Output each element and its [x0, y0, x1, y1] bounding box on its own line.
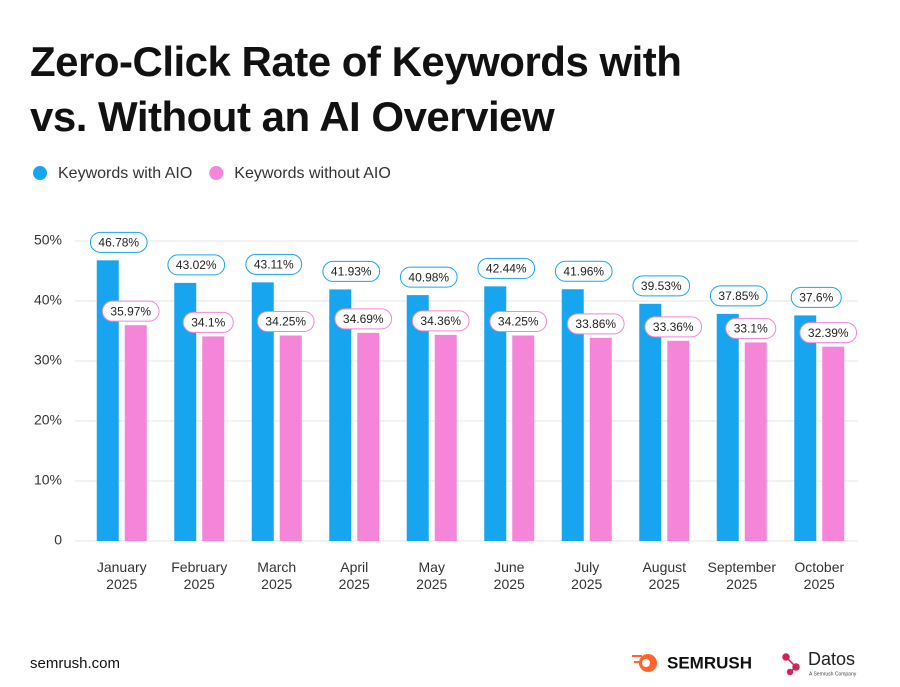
value-label-box — [489, 311, 548, 332]
legend-swatch — [33, 166, 47, 180]
x-tick-label: April 2025 — [339, 559, 370, 592]
value-label-box — [709, 285, 768, 307]
value-label: 43.02% — [176, 258, 217, 272]
bar — [406, 295, 429, 541]
bar — [251, 282, 274, 541]
semrush-icon — [632, 654, 657, 672]
value-label-box — [411, 310, 470, 332]
bar — [357, 332, 380, 541]
value-label: 32.39% — [808, 326, 849, 340]
value-label-box — [245, 253, 303, 275]
legend-label: Keywords with AIO — [58, 165, 192, 182]
legend-swatch — [209, 166, 224, 180]
value-label-box — [790, 286, 842, 308]
bar — [667, 340, 690, 541]
value-label: 37.85% — [718, 289, 759, 303]
source: semrush.com — [30, 655, 120, 672]
x-tick-label: October 2025 — [794, 559, 844, 592]
value-label-box — [256, 311, 315, 332]
value-label: 33.1% — [734, 322, 768, 336]
value-label-box — [632, 275, 691, 297]
value-label: 34.69% — [343, 312, 384, 326]
value-label-box — [554, 260, 613, 282]
value-label: 37.6% — [799, 291, 833, 305]
bar — [716, 313, 739, 541]
value-label-box — [182, 311, 234, 333]
datos-icon — [782, 653, 800, 676]
value-label-box — [477, 257, 536, 279]
y-tick-label: 10% — [34, 472, 62, 488]
y-tick-label: 40% — [34, 292, 62, 308]
x-tick-label: June 2025 — [494, 559, 525, 592]
chart-title: Zero-Click Rate of Keywords with — [30, 38, 681, 85]
value-label: 46.78% — [98, 235, 139, 249]
value-label: 34.36% — [420, 314, 461, 328]
bar — [794, 315, 817, 541]
value-label: 43.11% — [254, 258, 294, 272]
value-label-box — [799, 322, 858, 344]
y-tick-label: 20% — [34, 412, 62, 428]
value-label-box — [167, 254, 226, 276]
value-label-box — [322, 260, 381, 282]
bar — [279, 335, 302, 541]
value-label-box — [399, 266, 458, 288]
value-label-box — [89, 231, 148, 253]
value-label-box — [644, 316, 703, 338]
y-tick-label: 50% — [34, 232, 62, 248]
value-label-box — [566, 313, 625, 335]
datos-tagline: A Semrush Company — [809, 671, 857, 677]
value-label: 39.53% — [641, 279, 682, 293]
value-label-box — [101, 300, 160, 322]
value-label: 35.97% — [110, 304, 151, 318]
value-label: 40.98% — [408, 270, 449, 284]
bar — [202, 336, 225, 541]
y-tick-label: 30% — [34, 352, 62, 368]
bar — [561, 289, 584, 541]
x-tick-label: September 2025 — [708, 559, 777, 592]
chart-title: vs. Without an AI Overview — [30, 93, 555, 140]
x-tick-label: January 2025 — [97, 559, 147, 592]
bar — [744, 342, 767, 541]
value-label: 33.86% — [575, 317, 616, 331]
value-label: 33.36% — [653, 320, 694, 334]
value-label: 41.93% — [331, 265, 372, 279]
bar — [484, 286, 507, 541]
y-tick-label: 0 — [54, 532, 62, 548]
value-label-box — [725, 317, 777, 339]
x-tick-label: May 2025 — [416, 559, 447, 592]
bar — [512, 335, 535, 541]
legend-label: Keywords without AIO — [234, 165, 391, 182]
x-tick-label: February 2025 — [171, 559, 227, 592]
bar — [434, 334, 457, 541]
value-label: 34.25% — [265, 315, 306, 329]
bar — [329, 289, 352, 541]
datos-logo: Datos — [808, 649, 855, 669]
x-tick-label: August 2025 — [642, 559, 686, 592]
bar — [589, 337, 612, 541]
bar — [822, 346, 845, 541]
value-label-box — [334, 308, 393, 330]
value-label: 41.96% — [563, 264, 604, 278]
x-tick-label: July 2025 — [571, 559, 602, 592]
bar — [174, 282, 197, 541]
value-label: 42.44% — [486, 262, 527, 276]
bar — [639, 303, 662, 541]
bar — [124, 325, 147, 541]
value-label: 34.1% — [191, 316, 225, 330]
bar — [96, 260, 119, 541]
value-label: 34.25% — [498, 315, 539, 329]
semrush-logo: SEMRUSH — [667, 653, 752, 672]
x-tick-label: March 2025 — [257, 559, 296, 592]
